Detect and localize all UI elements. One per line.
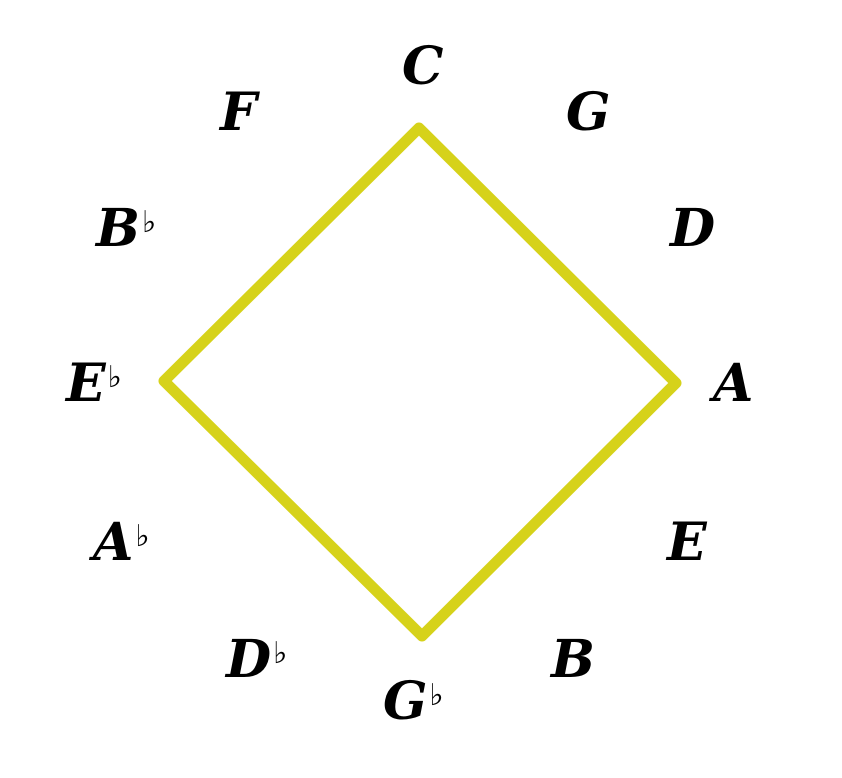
note-label-b: B [549, 629, 595, 690]
note-label-e-flat: E♭ [64, 353, 122, 414]
note-label-c: C [402, 36, 443, 97]
note-label-a-flat: A♭ [88, 512, 150, 573]
note-label-g-flat: G♭ [383, 671, 444, 732]
note-label-g: G [566, 82, 610, 143]
note-label-d-flat: D♭ [224, 629, 287, 690]
diamond-shape [158, 122, 682, 642]
note-label-d: D [668, 198, 715, 259]
note-label-f: F [218, 82, 260, 143]
note-label-e: E [665, 512, 708, 573]
note-label-a: A [708, 353, 753, 414]
note-label-b-flat: B♭ [94, 198, 156, 259]
